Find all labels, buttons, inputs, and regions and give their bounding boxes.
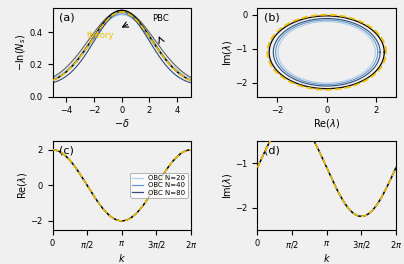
Text: PBC: PBC — [152, 14, 169, 23]
OBC N=20 — [117, 219, 122, 222]
OBC N=80 — [116, 219, 121, 222]
X-axis label: $\mathrm{Re}(\lambda)$: $\mathrm{Re}(\lambda)$ — [313, 117, 340, 130]
OBC N=80 — [119, 219, 124, 222]
OBC N=20 — [119, 219, 124, 222]
Line: OBC N=80: OBC N=80 — [53, 150, 191, 221]
Text: theory: theory — [87, 31, 115, 40]
Line: OBC N=20: OBC N=20 — [53, 150, 191, 221]
OBC N=80 — [117, 219, 122, 222]
OBC N=20 — [50, 148, 55, 152]
OBC N=40 — [119, 219, 124, 222]
OBC N=80 — [189, 148, 194, 152]
OBC N=40 — [164, 168, 169, 172]
OBC N=80 — [133, 213, 138, 216]
OBC N=40 — [117, 219, 122, 222]
Y-axis label: $-\ln(N_s)$: $-\ln(N_s)$ — [15, 34, 28, 71]
Y-axis label: $\mathrm{Re}(\lambda)$: $\mathrm{Re}(\lambda)$ — [16, 172, 29, 199]
OBC N=80 — [185, 149, 190, 152]
Text: (d): (d) — [264, 145, 280, 155]
OBC N=40 — [133, 213, 138, 216]
Line: OBC N=40: OBC N=40 — [53, 150, 191, 221]
Text: (c): (c) — [59, 145, 74, 155]
OBC N=80 — [125, 218, 130, 221]
X-axis label: $k$: $k$ — [323, 252, 330, 264]
OBC N=20 — [133, 213, 138, 216]
Y-axis label: $\mathrm{Im}(\lambda)$: $\mathrm{Im}(\lambda)$ — [221, 172, 234, 199]
Y-axis label: $\mathrm{Im}(\lambda)$: $\mathrm{Im}(\lambda)$ — [221, 39, 234, 65]
OBC N=80 — [50, 148, 55, 152]
OBC N=40 — [189, 148, 194, 152]
OBC N=40 — [116, 219, 121, 222]
OBC N=40 — [125, 218, 130, 221]
OBC N=40 — [185, 149, 190, 152]
X-axis label: $-\delta$: $-\delta$ — [114, 117, 130, 129]
OBC N=80 — [164, 168, 169, 172]
Legend: OBC N=20, OBC N=40, OBC N=80: OBC N=20, OBC N=40, OBC N=80 — [130, 173, 187, 198]
OBC N=20 — [125, 218, 130, 221]
OBC N=20 — [189, 148, 194, 152]
OBC N=20 — [185, 149, 190, 152]
OBC N=40 — [50, 148, 55, 152]
Text: (a): (a) — [59, 12, 75, 22]
Text: (b): (b) — [264, 12, 280, 22]
OBC N=20 — [164, 168, 169, 172]
X-axis label: $k$: $k$ — [118, 252, 126, 264]
OBC N=20 — [116, 219, 121, 222]
